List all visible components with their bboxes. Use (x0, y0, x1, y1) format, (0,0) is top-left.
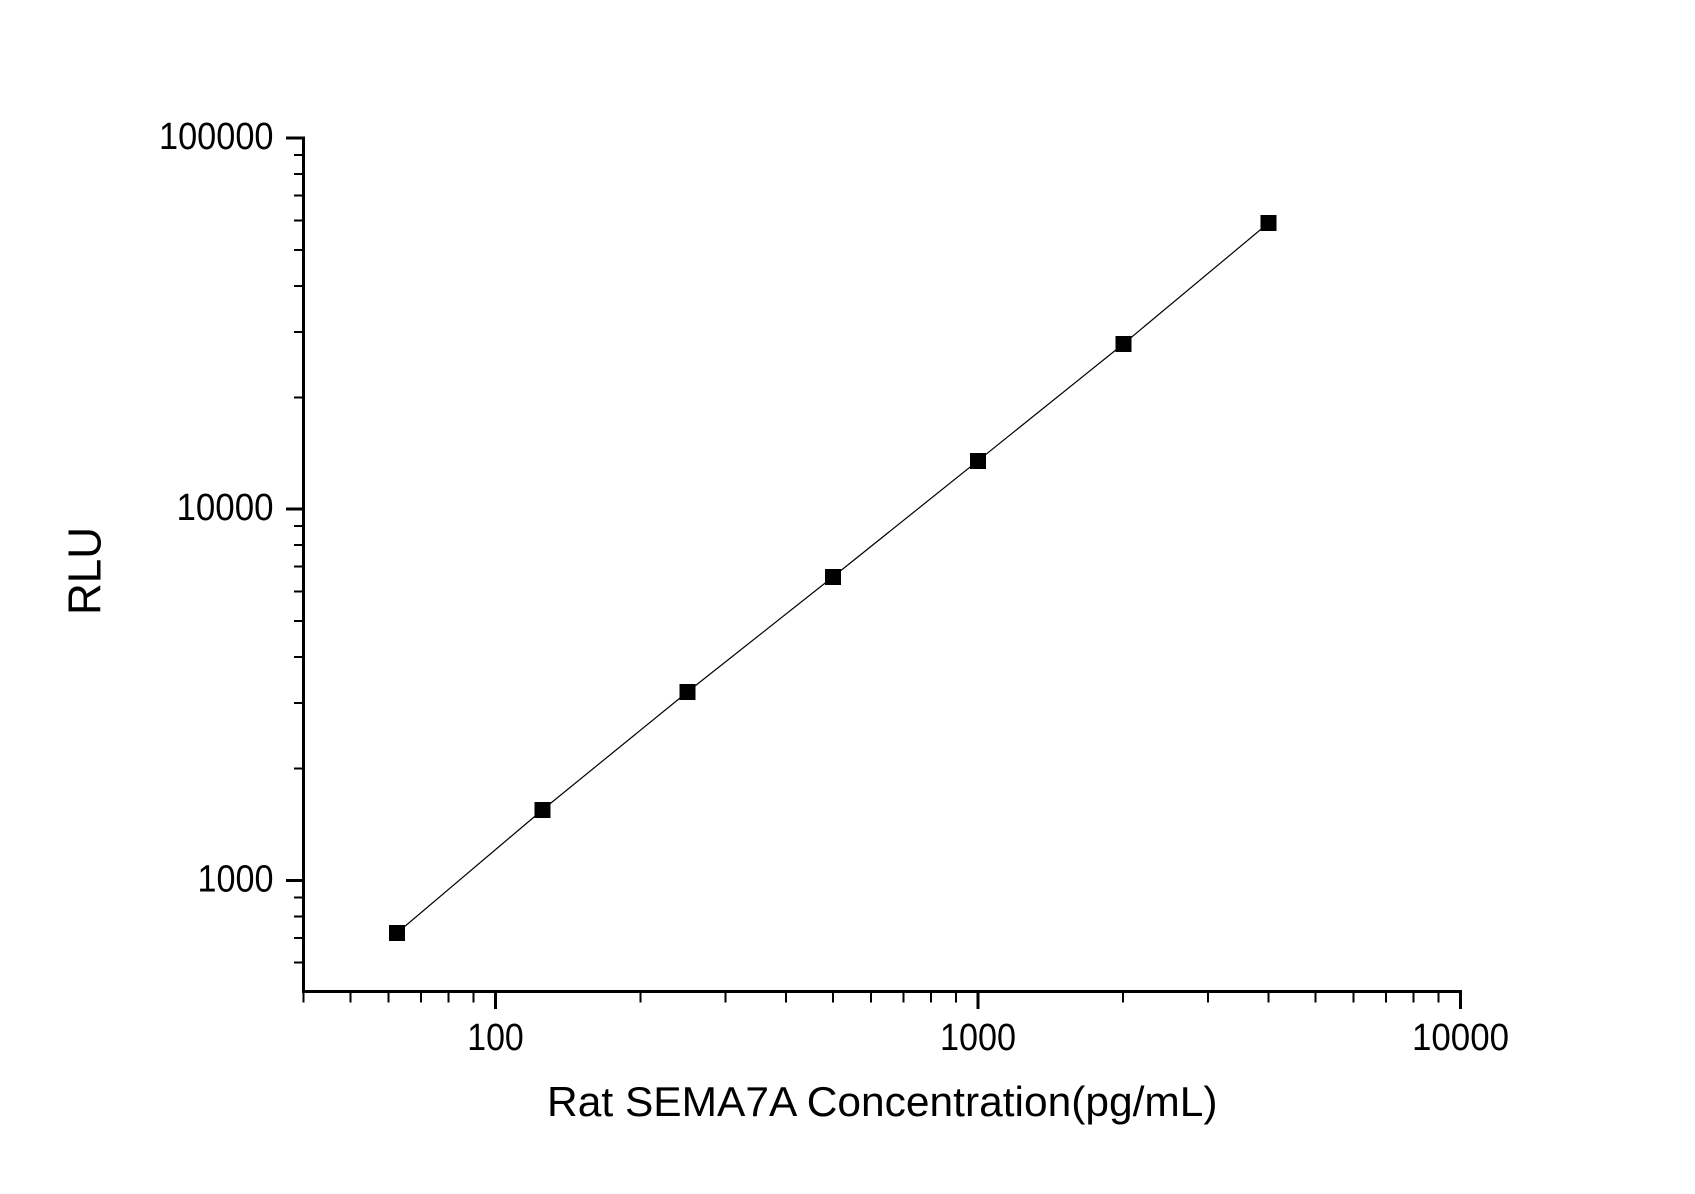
svg-text:Rat SEMA7A Concentration(pg/mL: Rat SEMA7A Concentration(pg/mL) (547, 1078, 1218, 1125)
svg-text:10000: 10000 (177, 487, 274, 529)
svg-text:RLU: RLU (59, 527, 111, 615)
svg-text:100: 100 (467, 1017, 524, 1059)
svg-text:100000: 100000 (159, 116, 274, 158)
svg-text:1000: 1000 (198, 858, 274, 900)
svg-text:10000: 10000 (1412, 1017, 1509, 1059)
svg-text:1000: 1000 (940, 1017, 1016, 1059)
